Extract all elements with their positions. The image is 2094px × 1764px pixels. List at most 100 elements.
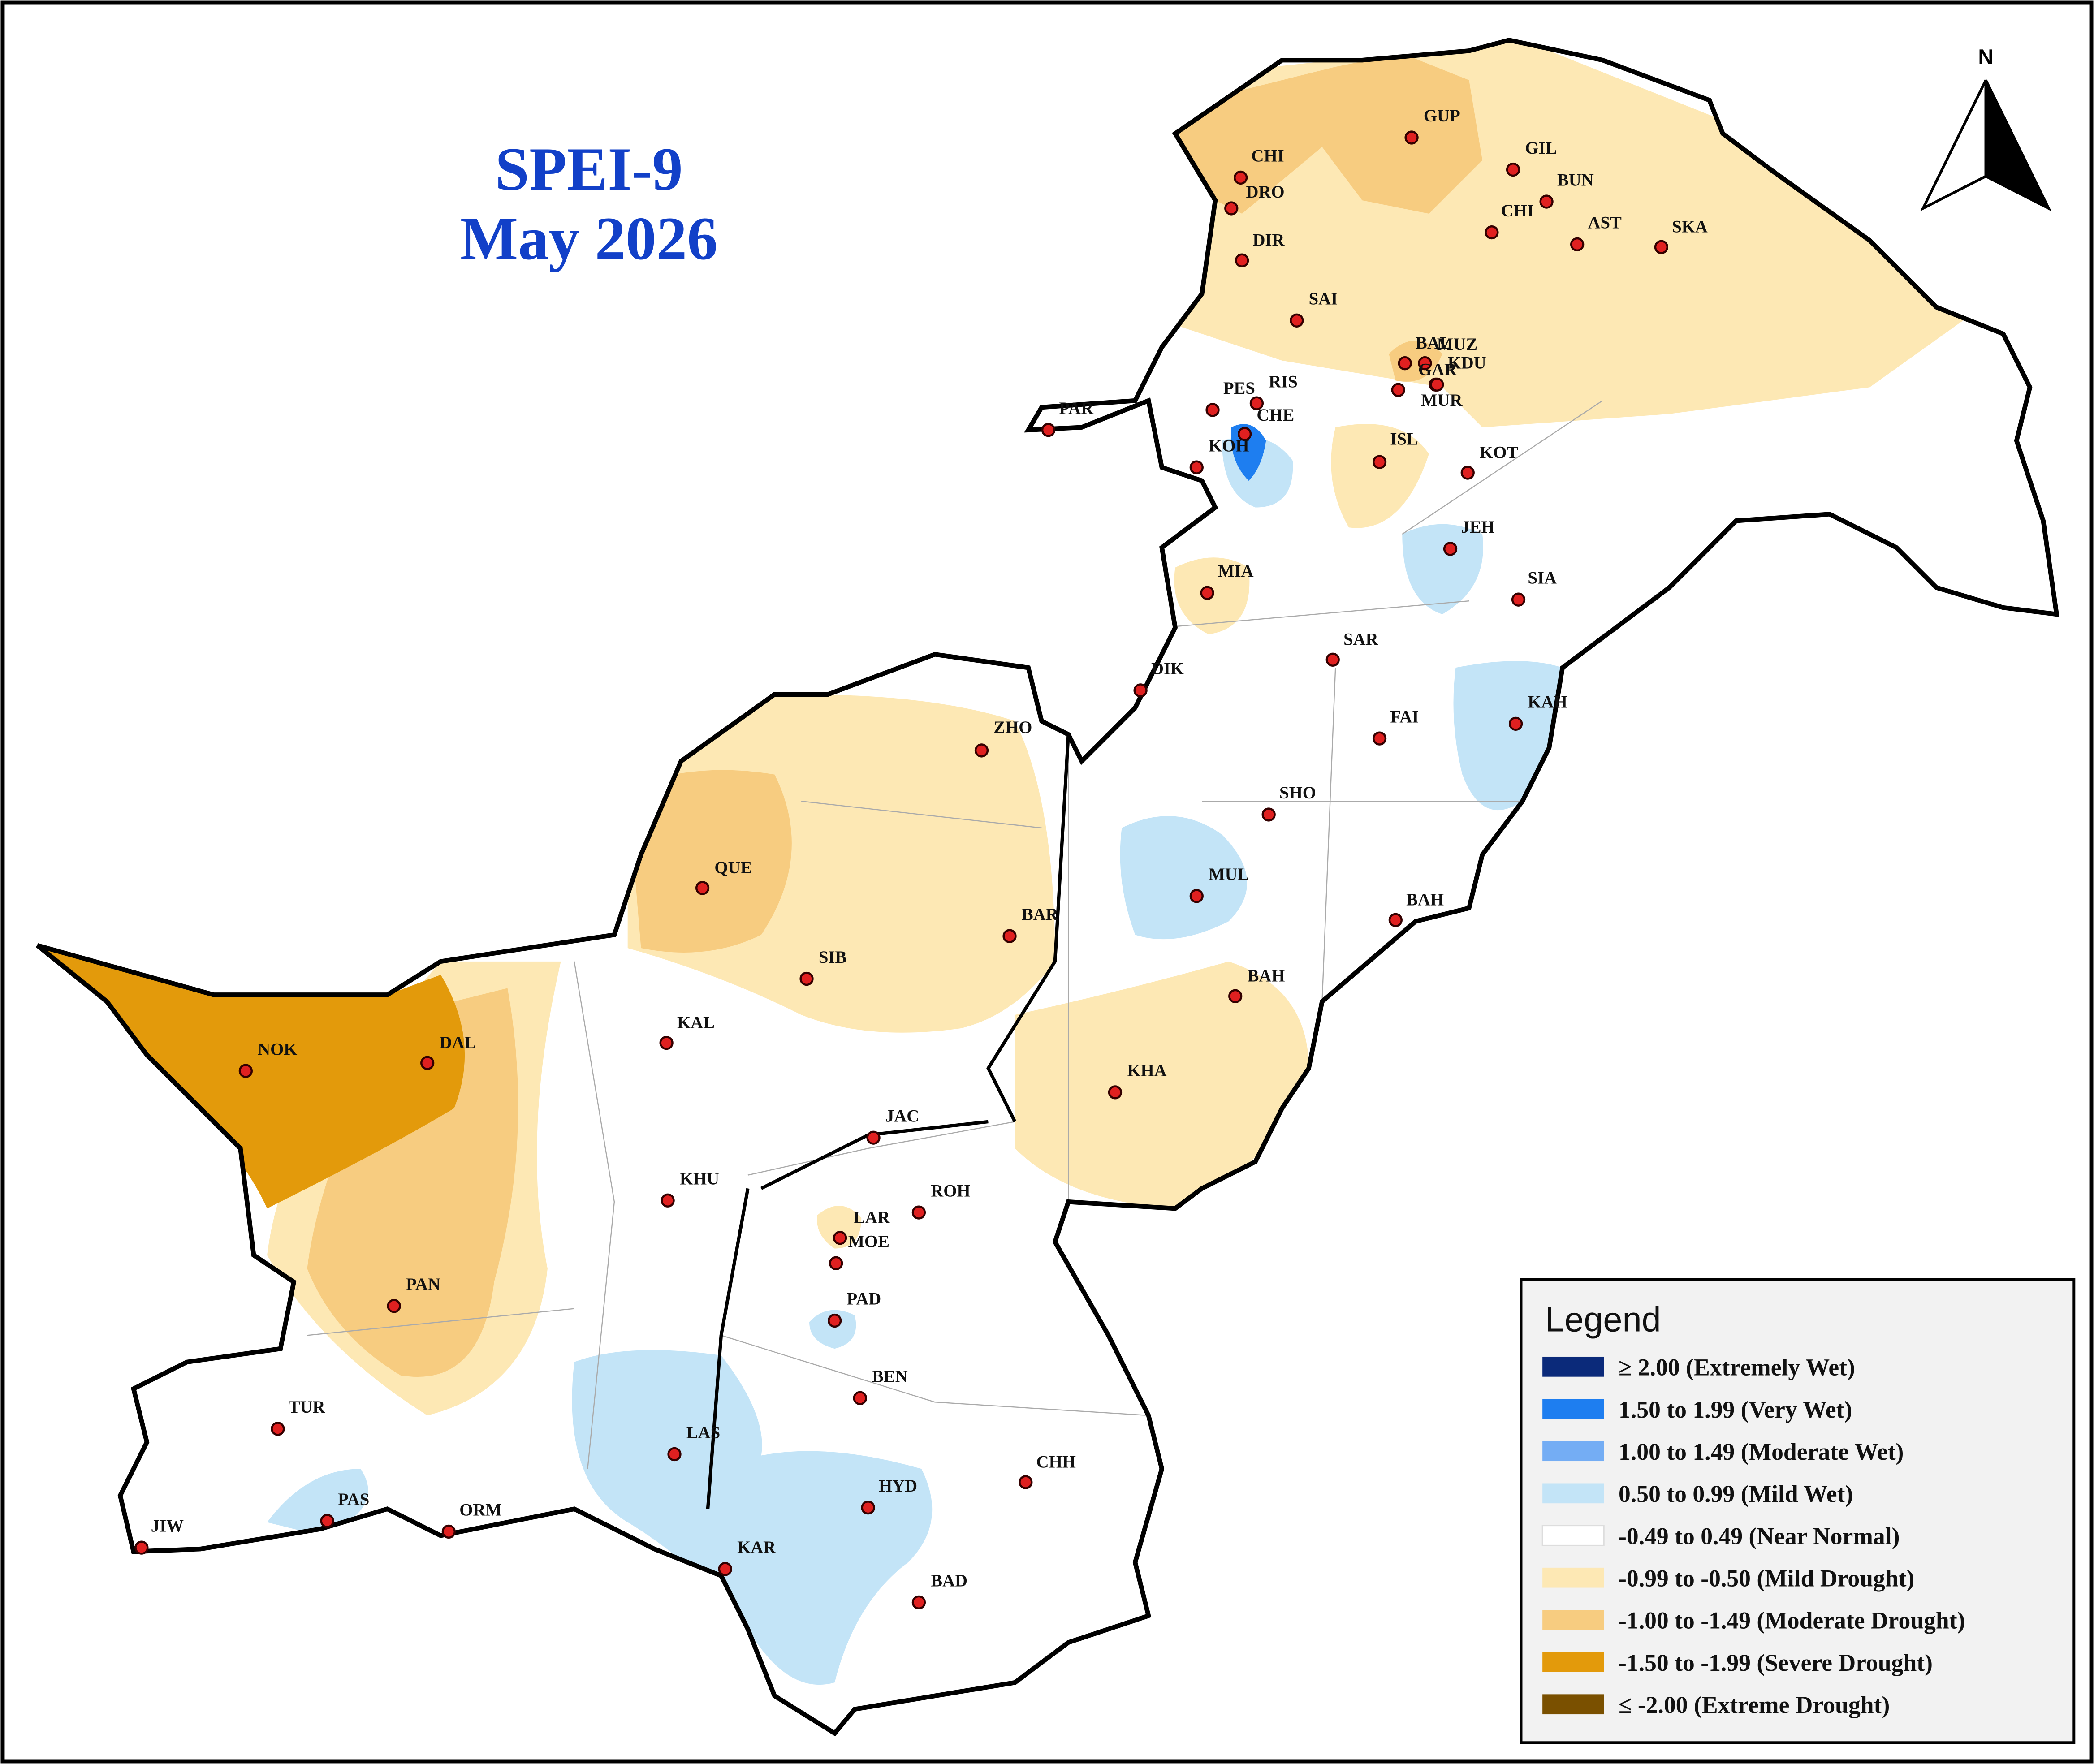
station-label: CHE: [1256, 405, 1294, 425]
station-dot: [1290, 313, 1304, 328]
station-dot: [659, 1035, 674, 1050]
station-dot: [1228, 989, 1243, 1003]
station-label: PAS: [338, 1490, 369, 1509]
station-label: RIS: [1269, 372, 1298, 391]
station-label: KAR: [737, 1538, 776, 1557]
station-dot: [667, 1447, 682, 1462]
spei-area: [1331, 424, 1429, 528]
legend: Legend ≥ 2.00 (Extremely Wet) 1.50 to 1.9…: [1520, 1278, 2076, 1744]
station-label: DRO: [1246, 182, 1285, 202]
station-dot: [1372, 731, 1387, 746]
station-label: ZHO: [993, 718, 1032, 737]
station-label: MIA: [1218, 562, 1254, 581]
station-label: KDU: [1448, 354, 1486, 373]
station-dot: [866, 1130, 881, 1145]
spei-fills: [37, 40, 1963, 1685]
spei-area: [572, 1350, 933, 1685]
station-dot: [320, 1514, 334, 1528]
spei-area: [267, 1469, 368, 1536]
station-dot: [861, 1501, 875, 1515]
legend-swatch: [1542, 1610, 1604, 1630]
station-label: KAL: [677, 1013, 715, 1032]
station-label: KOT: [1480, 443, 1518, 462]
legend-title: Legend: [1545, 1300, 1661, 1339]
station-dot: [718, 1562, 732, 1576]
legend-label: -1.00 to -1.49 (Moderate Drought): [1619, 1607, 1965, 1634]
legend-label: ≤ -2.00 (Extreme Drought): [1619, 1691, 1890, 1718]
station-label: CHH: [1036, 1452, 1076, 1471]
spei-area: [1402, 524, 1483, 614]
legend-swatch: [1542, 1694, 1604, 1715]
station-dot: [1205, 403, 1220, 417]
station-label: PAR: [1059, 399, 1094, 418]
station-label: ISL: [1390, 429, 1418, 449]
station-dot: [387, 1299, 401, 1313]
station-label: SAI: [1309, 289, 1338, 309]
station-dot: [1539, 194, 1554, 209]
station-label: SIB: [819, 948, 846, 967]
station-dot: [271, 1422, 285, 1436]
legend-swatch: [1542, 1567, 1604, 1588]
station-label: BAR: [1022, 905, 1059, 924]
station-label: KHA: [1127, 1061, 1166, 1080]
station-label: LAR: [853, 1208, 890, 1227]
station-dot: [1443, 542, 1458, 556]
station-label: DIK: [1151, 659, 1184, 678]
legend-swatch: [1541, 1525, 1605, 1546]
station-label: MOE: [848, 1232, 889, 1251]
station-label: ROH: [931, 1181, 970, 1200]
station-label: DAL: [439, 1033, 476, 1052]
station-dot: [1460, 466, 1475, 480]
station-label: PES: [1223, 379, 1255, 398]
station-dot: [1041, 423, 1056, 437]
station-label: KOH: [1209, 436, 1249, 455]
spei-area: [37, 945, 465, 1209]
station-label: KHU: [680, 1169, 719, 1189]
station-label: MUR: [1421, 391, 1463, 410]
station-label: SAR: [1343, 630, 1379, 649]
station-dot: [238, 1064, 253, 1078]
station-dot: [1372, 455, 1387, 469]
station-label: BAD: [931, 1571, 967, 1591]
station-label: GUP: [1424, 106, 1460, 125]
station-label: BAH: [1248, 966, 1285, 986]
station-label: PAD: [846, 1290, 881, 1309]
legend-label: 1.50 to 1.99 (Very Wet): [1619, 1396, 1852, 1423]
north-label: N: [1978, 45, 1993, 69]
station-dot: [1404, 130, 1419, 145]
station-dot: [1133, 683, 1148, 698]
legend-label: 0.50 to 0.99 (Mild Wet): [1619, 1480, 1853, 1507]
station-dot: [1189, 460, 1204, 474]
station-label: GIL: [1525, 138, 1557, 158]
legend-label: ≥ 2.00 (Extremely Wet): [1619, 1354, 1855, 1381]
station-label: BAL: [1416, 333, 1451, 353]
spei-area: [1175, 53, 1483, 214]
station-dot: [1002, 929, 1017, 943]
station-label: KAH: [1528, 693, 1567, 712]
station-dot: [911, 1205, 926, 1220]
station-label: MUZ: [1437, 335, 1477, 354]
station-label: DIR: [1252, 230, 1285, 250]
station-label: BEN: [872, 1367, 908, 1386]
spei-area: [809, 1310, 856, 1349]
station-dot: [661, 1193, 675, 1208]
station-dot: [1019, 1475, 1033, 1489]
station-label: SKA: [1672, 217, 1708, 237]
station-dot: [1108, 1085, 1123, 1100]
station-dot: [1388, 913, 1403, 927]
station-dot: [1430, 377, 1444, 392]
station-dot: [1418, 356, 1432, 371]
station-dot: [974, 743, 989, 758]
spei-area: [1120, 816, 1248, 940]
title-line: SPEI-9: [495, 135, 683, 203]
station-dot: [695, 881, 710, 895]
spei-area: [1389, 341, 1442, 382]
station-dot: [1224, 201, 1239, 216]
station-dot: [1570, 237, 1585, 252]
spei-area: [817, 1206, 862, 1249]
station-label: GAR: [1418, 360, 1457, 380]
station-dot: [441, 1524, 456, 1539]
station-label: AST: [1588, 213, 1622, 233]
